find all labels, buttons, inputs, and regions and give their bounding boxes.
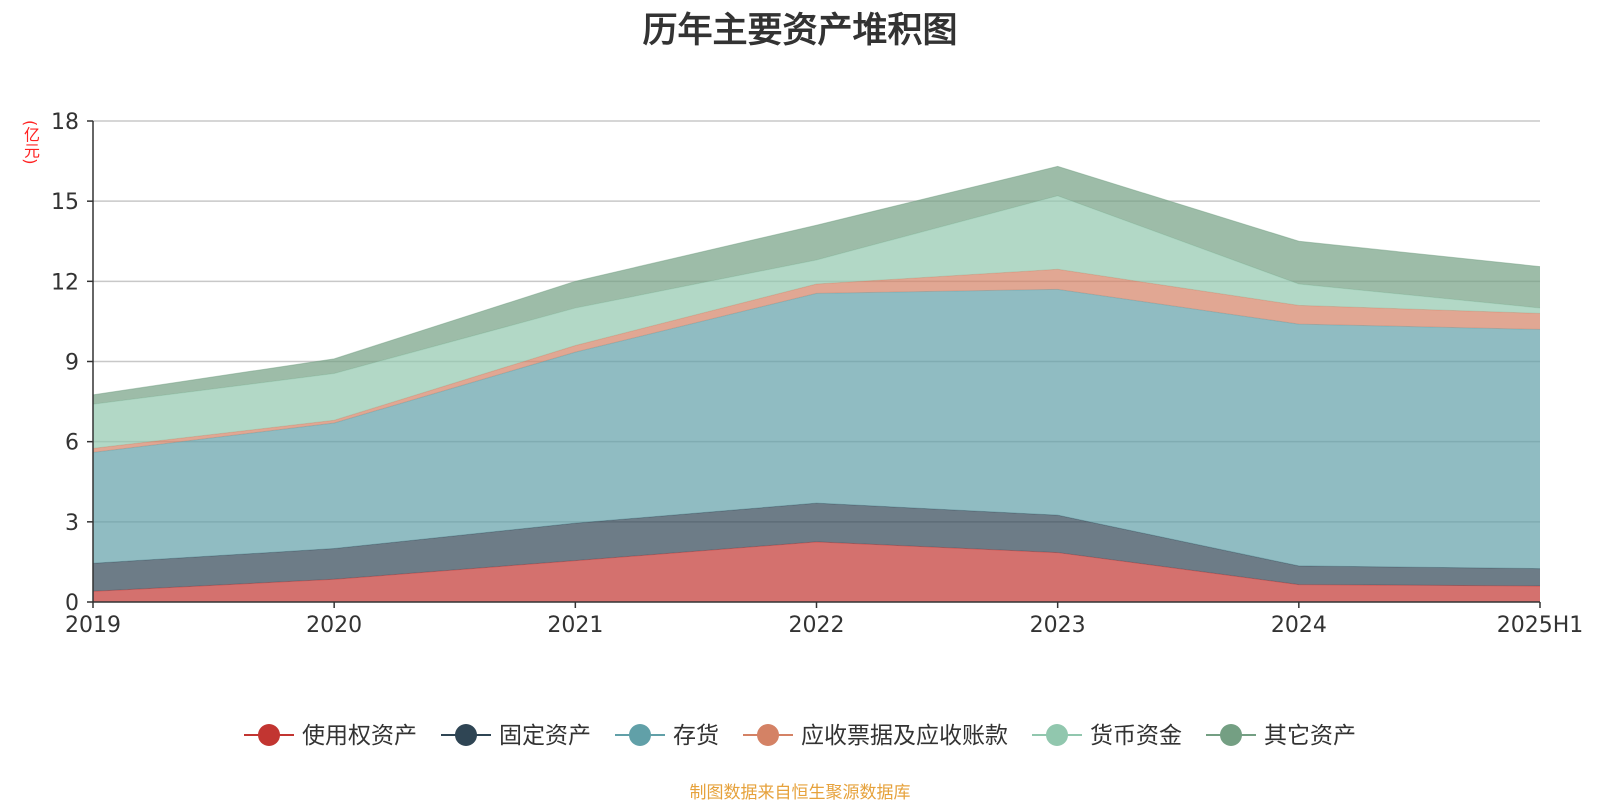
- area-series-5: [93, 195, 1540, 449]
- legend-label: 其它资产: [1264, 723, 1356, 749]
- legend-label: 货币资金: [1090, 723, 1182, 749]
- area-line-series-5: [92, 195, 1541, 405]
- area-series: [92, 165, 1541, 602]
- area-series-1: [93, 541, 1540, 602]
- legend-item-2[interactable]: 固定资产: [441, 723, 591, 749]
- legend-circle-icon: [1046, 724, 1068, 746]
- legend-label: 应收票据及应收账款: [801, 723, 1008, 749]
- x-tick-label: 2023: [1030, 613, 1086, 638]
- x-tick-label: 2022: [789, 613, 845, 638]
- legend-item-4[interactable]: 应收票据及应收账款: [743, 723, 1008, 749]
- x-tick-label: 2019: [65, 613, 121, 638]
- x-tick-label: 2025H1: [1497, 613, 1584, 638]
- legend-label: 使用权资产: [302, 723, 417, 749]
- legend-circle-icon: [757, 724, 779, 746]
- area-line-series-2: [92, 502, 1541, 570]
- legend: 使用权资产 固定资产 存货 应收票据及应收账款 货币资金 其它资产: [244, 723, 1356, 749]
- area-line-series-4: [92, 268, 1541, 449]
- area-series-4: [93, 269, 1540, 453]
- x-tick-label: 2024: [1271, 613, 1327, 638]
- area-series-2: [93, 503, 1540, 592]
- legend-label: 固定资产: [499, 723, 591, 749]
- source-note: 制图数据来自恒生聚源数据库: [689, 783, 911, 803]
- legend-circle-icon: [629, 724, 651, 746]
- x-tick-label: 2020: [306, 613, 362, 638]
- legend-circle-icon: [1220, 724, 1242, 746]
- legend-circle-icon: [258, 724, 280, 746]
- y-tick-label: 12: [51, 270, 79, 295]
- y-tick-label: 3: [65, 511, 79, 536]
- area-line-series-6: [92, 165, 1541, 396]
- y-tick-label: 0: [65, 591, 79, 616]
- axes: 0 3 6 9 12 15 18 2019 2020 2021 2022 2023 2024 2025H1: [51, 110, 1583, 638]
- y-tick-label: 15: [51, 190, 79, 215]
- chart-title: 历年主要资产堆积图: [642, 11, 958, 51]
- legend-item-5[interactable]: 货币资金: [1032, 723, 1182, 749]
- legend-item-1[interactable]: 使用权资产: [244, 723, 417, 749]
- area-series-3: [93, 289, 1540, 569]
- y-tick-label: 6: [65, 431, 79, 456]
- y-tick-label: 9: [65, 351, 79, 376]
- y-axis-unit-label: (亿元): [21, 120, 40, 165]
- legend-item-3[interactable]: 存货: [615, 723, 719, 749]
- y-tick-label: 18: [51, 110, 79, 135]
- legend-label: 存货: [673, 723, 719, 749]
- x-tick-label: 2021: [547, 613, 603, 638]
- legend-item-6[interactable]: 其它资产: [1206, 723, 1356, 749]
- area-series-6: [93, 166, 1540, 405]
- legend-circle-icon: [455, 724, 477, 746]
